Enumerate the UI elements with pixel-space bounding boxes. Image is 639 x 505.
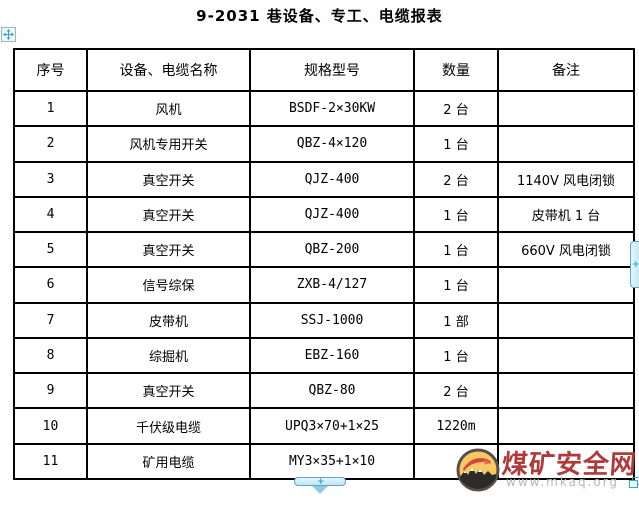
cell-remark [497, 266, 635, 304]
cell-qty: 1220m [413, 407, 499, 445]
cell-spec: UPQ3×70+1×25 [249, 407, 415, 445]
chevron-down-icon[interactable] [312, 486, 328, 494]
cell-qty: 2 台 [413, 160, 499, 198]
cell-remark [497, 372, 635, 410]
cell-qty: 1 台 [413, 231, 499, 269]
plus-icon: + [632, 260, 639, 270]
cell-name: 千伏级电缆 [86, 407, 251, 445]
cell-spec: EBZ-160 [249, 336, 415, 375]
cell-qty: 1 台 [413, 266, 499, 304]
cell-spec: BSDF-2×30KW [249, 89, 415, 128]
cell-serial: 11 [13, 442, 88, 481]
scroll-down-handle[interactable]: + [294, 477, 346, 487]
cell-name: 真空开关 [86, 195, 251, 234]
cell-name: 综掘机 [86, 336, 251, 375]
header-spec: 规格型号 [249, 48, 415, 92]
cell-spec: QJZ-400 [249, 195, 415, 234]
cell-qty: 1 台 [413, 125, 499, 163]
table-row: 2 风机专用开关 QBZ-4×120 1 台 [13, 125, 635, 163]
cell-name: 真空开关 [86, 231, 251, 269]
table-row: 8 综掘机 EBZ-160 1 台 [13, 336, 635, 375]
cell-qty: 2 台 [413, 89, 499, 128]
table-row: 9 真空开关 QBZ-80 2 台 [13, 372, 635, 410]
cell-remark: 660V 风电闭锁 [497, 231, 635, 269]
header-name: 设备、电缆名称 [86, 48, 251, 92]
cell-remark [497, 125, 635, 163]
table-row: 5 真空开关 QBZ-200 1 台 660V 风电闭锁 [13, 231, 635, 269]
cell-name: 风机专用开关 [86, 125, 251, 163]
cell-remark [497, 336, 635, 375]
header-qty: 数量 [413, 48, 499, 92]
page-title: 9-2031 巷设备、专工、电缆报表 [196, 7, 443, 25]
cell-name: 矿用电缆 [86, 442, 251, 481]
move-icon [3, 25, 14, 44]
cell-spec: QBZ-80 [249, 372, 415, 410]
cell-spec: ZXB-4/127 [249, 266, 415, 304]
table-header-row: 序号 设备、电缆名称 规格型号 数量 备注 [13, 48, 635, 92]
cell-serial: 3 [13, 160, 88, 198]
cell-qty: 1 台 [413, 336, 499, 375]
header-serial: 序号 [13, 48, 88, 92]
cell-spec: QBZ-200 [249, 231, 415, 269]
table-row: 1 风机 BSDF-2×30KW 2 台 [13, 89, 635, 128]
cell-remark: 皮带机 1 台 [497, 195, 635, 234]
cell-qty: 2 台 [413, 372, 499, 410]
scroll-right-handle[interactable]: + [630, 241, 639, 288]
cell-qty [413, 442, 499, 481]
cell-serial: 5 [13, 231, 88, 269]
header-remark: 备注 [497, 48, 635, 92]
table-row: 4 真空开关 QJZ-400 1 台 皮带机 1 台 [13, 195, 635, 234]
cell-remark [497, 301, 635, 339]
cell-remark [497, 407, 635, 445]
cell-serial: 8 [13, 336, 88, 375]
table-row: 6 信号综保 ZXB-4/127 1 台 [13, 266, 635, 304]
pan-button[interactable] [1, 27, 16, 42]
cell-spec: MY3×35+1×10 [249, 442, 415, 481]
table-row: 7 皮带机 SSJ-1000 1 部 [13, 301, 635, 339]
cell-name: 真空开关 [86, 160, 251, 198]
cell-remark: 1140V 风电闭锁 [497, 160, 635, 198]
cell-serial: 7 [13, 301, 88, 339]
cell-name: 皮带机 [86, 301, 251, 339]
cell-serial: 10 [13, 407, 88, 445]
cell-name: 风机 [86, 89, 251, 128]
cell-serial: 9 [13, 372, 88, 410]
cell-remark [497, 89, 635, 128]
cell-serial: 6 [13, 266, 88, 304]
table-row: 11 矿用电缆 MY3×35+1×10 [13, 442, 635, 481]
cell-spec: SSJ-1000 [249, 301, 415, 339]
cell-serial: 4 [13, 195, 88, 234]
equipment-table: 序号 设备、电缆名称 规格型号 数量 备注 1 风机 BSDF-2×30KW 2… [13, 48, 635, 481]
cell-name: 真空开关 [86, 372, 251, 410]
cell-qty: 1 台 [413, 195, 499, 234]
cell-remark [497, 442, 635, 481]
plus-icon: + [317, 477, 325, 487]
cascade-icon[interactable] [629, 477, 639, 490]
cell-serial: 2 [13, 125, 88, 163]
table-row: 3 真空开关 QJZ-400 2 台 1140V 风电闭锁 [13, 160, 635, 198]
cell-spec: QJZ-400 [249, 160, 415, 198]
cell-name: 信号综保 [86, 266, 251, 304]
cell-serial: 1 [13, 89, 88, 128]
table-row: 10 千伏级电缆 UPQ3×70+1×25 1220m [13, 407, 635, 445]
cell-qty: 1 部 [413, 301, 499, 339]
cell-spec: QBZ-4×120 [249, 125, 415, 163]
